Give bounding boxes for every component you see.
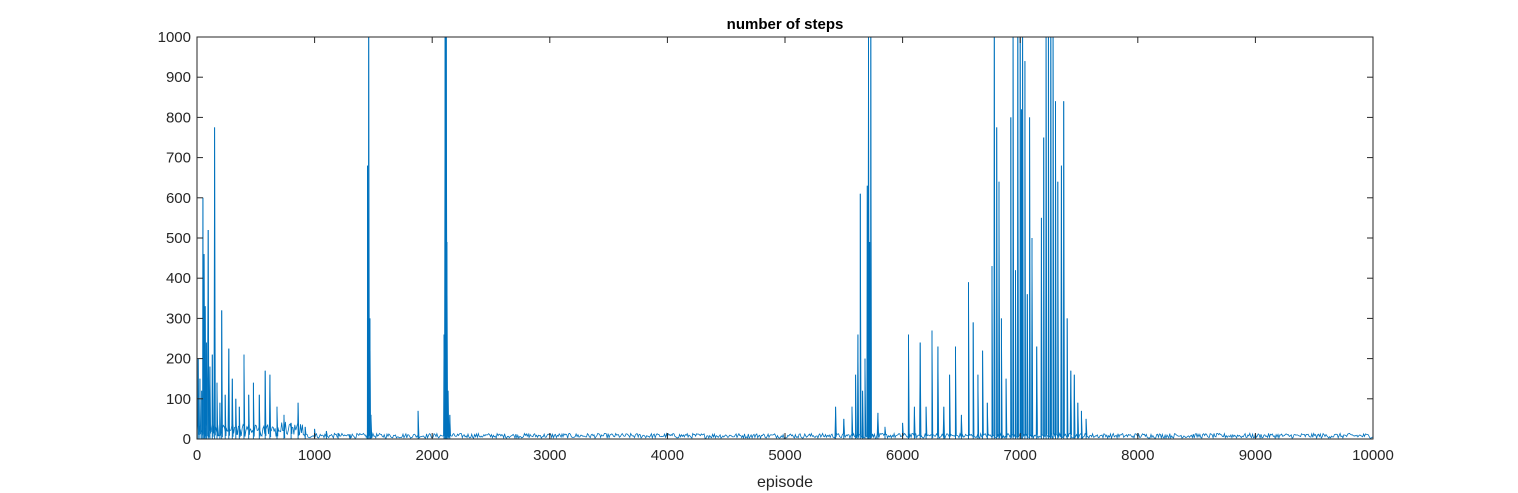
x-axis-label: episode — [757, 474, 813, 491]
x-tick-label: 0 — [193, 447, 201, 464]
x-tick-label: 9000 — [1239, 447, 1272, 464]
x-tick-label: 6000 — [886, 447, 919, 464]
y-tick-label: 400 — [166, 270, 191, 287]
x-tick-label: 2000 — [416, 447, 449, 464]
axes-layer: 0 1000 2000 3000 4000 5000 6000 7000 8000 9000 100… — [158, 29, 1394, 464]
y-tick-label: 100 — [166, 391, 191, 408]
y-tick-label: 1000 — [158, 29, 191, 46]
y-tick-label: 800 — [166, 109, 191, 126]
x-tick-label: 7000 — [1004, 447, 1037, 464]
y-tick-label: 500 — [166, 230, 191, 247]
x-tick-label: 1000 — [298, 447, 331, 464]
chart-title: number of steps — [727, 16, 844, 33]
x-tick-label: 3000 — [533, 447, 566, 464]
x-tick-label: 8000 — [1121, 447, 1154, 464]
y-tick-label: 300 — [166, 310, 191, 327]
y-tick-label: 200 — [166, 351, 191, 368]
y-tick-label: 700 — [166, 150, 191, 167]
series-line — [197, 37, 1373, 439]
x-tick-label: 10000 — [1352, 447, 1394, 464]
x-tick-label: 5000 — [768, 447, 801, 464]
series-layer — [197, 37, 1373, 439]
y-tick-label: 0 — [183, 431, 191, 448]
x-tick-label: 4000 — [651, 447, 684, 464]
y-tick-label: 900 — [166, 69, 191, 86]
plot-area — [197, 37, 1373, 439]
y-tick-label: 600 — [166, 190, 191, 207]
